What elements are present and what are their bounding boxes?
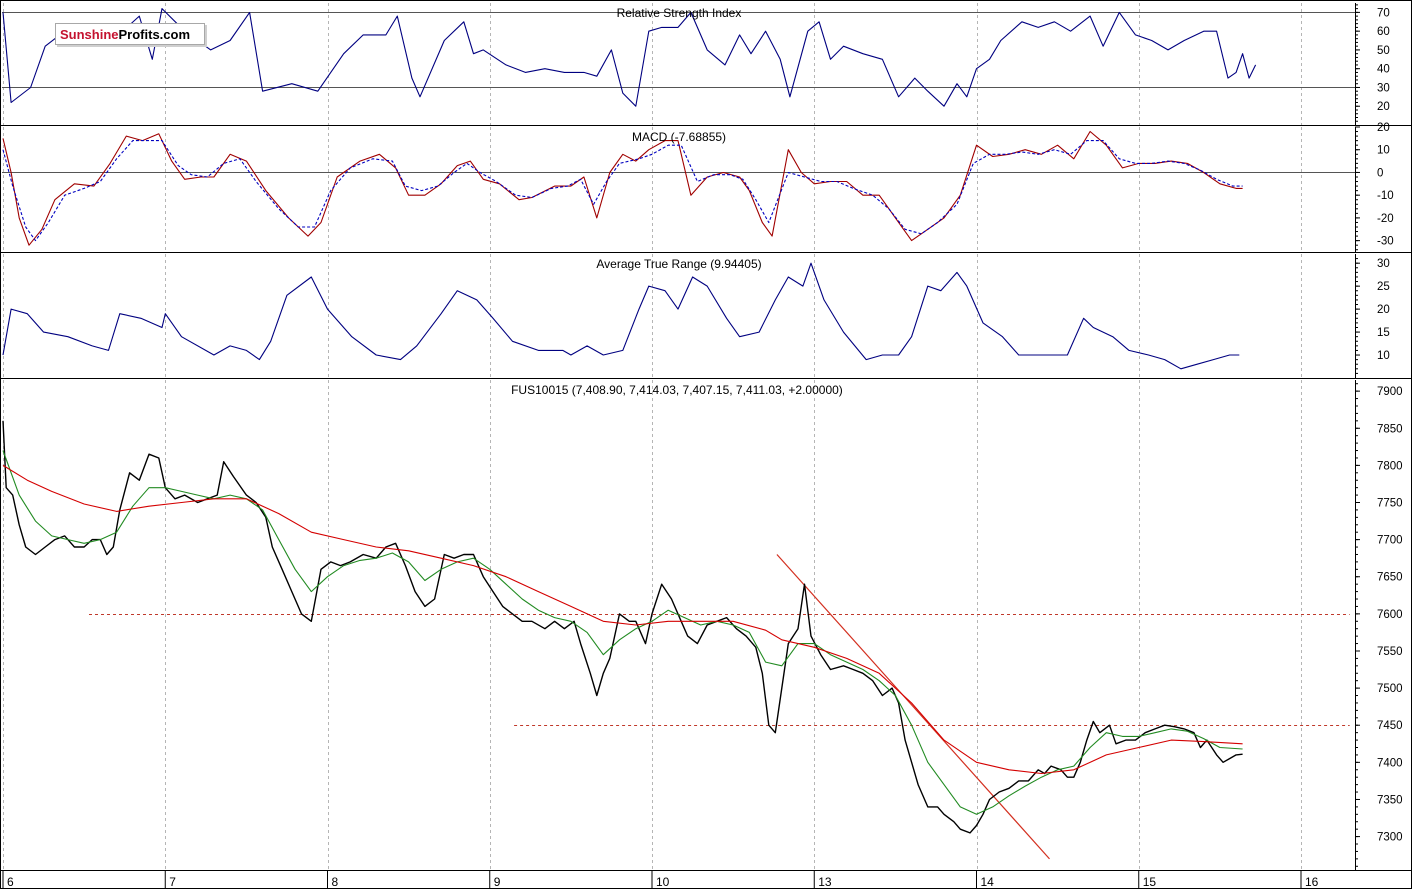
y-tick-label: 20 [1377,101,1390,113]
y-tick-label: 0 [1377,167,1383,179]
panel-title: Relative Strength Index [617,6,742,20]
series-line-sma-long [2,464,1243,775]
y-tick-label: 10 [1377,350,1390,362]
y-tick-label: 10 [1377,145,1390,157]
y-tick-label: 30 [1377,258,1390,270]
panel-4: 7300 7350 7400 7450 7500 7550 7600 7650 7700 7750… [0,380,1412,871]
series-line-macd [2,130,1243,246]
y-tick-label: 7300 [1377,832,1403,844]
trendline [776,554,1050,860]
y-tick-label: 40 [1377,64,1390,76]
y-tick-label: 7800 [1377,460,1403,472]
y-tick-label: 7750 [1377,498,1403,510]
series-line-sma-short [2,450,1243,815]
series-line-price [2,420,1243,834]
y-tick-label: 7600 [1377,609,1403,621]
y-tick-label: 7350 [1377,794,1403,806]
y-tick-label: 30 [1377,82,1390,94]
y-tick-label: 20 [1377,122,1390,134]
x-tick-label: 6 [7,875,14,889]
y-tick-label: 7450 [1377,720,1403,732]
y-tick-label: 25 [1377,281,1390,293]
panel-2: -30 -20 -10 0 10 20 MACD (-7.68855) [0,122,1412,253]
sunshine-profits-logo: SunshineProfits.com [55,23,205,45]
panel-3: 10 15 20 25 30 Average True Range (9.94405) [0,254,1412,379]
series-line-main [2,262,1240,370]
y-tick-label: 15 [1377,327,1390,339]
panel-title: MACD (-7.68855) [632,130,726,144]
series-line-signal [2,140,1243,242]
x-tick-label: 14 [981,875,995,889]
logo-part-2: Profits.com [118,27,191,42]
x-tick-label: 8 [332,875,339,889]
y-tick-label: -30 [1377,236,1394,248]
y-tick-label: 20 [1377,304,1390,316]
y-tick-label: 7550 [1377,646,1403,658]
y-tick-label: 7900 [1377,386,1403,398]
x-tick-label: 15 [1143,875,1157,889]
panel-title: FUS10015 (7,408.90, 7,414.03, 7,407.15, … [511,383,843,397]
y-tick-label: 7400 [1377,757,1403,769]
y-tick-label: 7500 [1377,683,1403,695]
panel-1: 20 30 40 50 60 70 Relative Strength Index [0,3,1412,126]
x-tick-label: 13 [818,875,832,889]
y-tick-label: -20 [1377,213,1394,225]
y-tick-label: 70 [1377,7,1390,19]
x-tick-label: 9 [494,875,501,889]
y-tick-label: 50 [1377,45,1390,57]
x-tick-label: 10 [656,875,670,889]
series-line-main [2,8,1257,107]
y-tick-label: 60 [1377,26,1390,38]
y-tick-label: 7650 [1377,572,1403,584]
x-tick-label: 16 [1305,875,1319,889]
y-tick-label: -10 [1377,190,1394,202]
y-tick-label: 7700 [1377,535,1403,547]
logo-part-1: Sunshine [60,27,119,42]
x-tick-label: 7 [169,875,176,889]
y-tick-label: 7850 [1377,423,1403,435]
panel-title: Average True Range (9.94405) [596,257,761,271]
